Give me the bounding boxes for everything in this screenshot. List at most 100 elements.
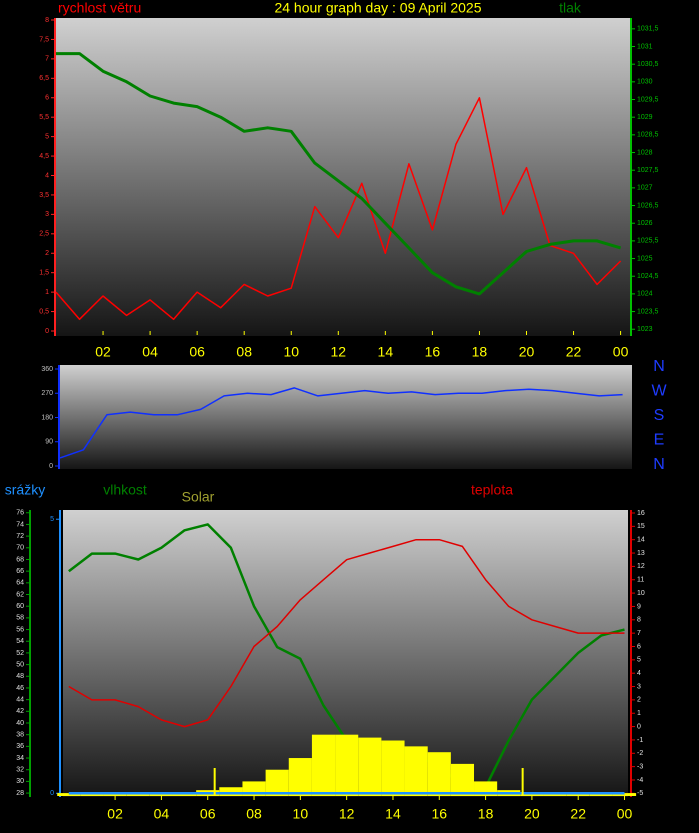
y-tick-label: -2 [637, 750, 643, 757]
y-tick-label: 7,5 [39, 36, 49, 43]
y-tick-label: 1028 [637, 149, 653, 156]
x-tick-label: 18 [472, 344, 488, 360]
series-label: vlhkost [103, 482, 147, 498]
x-tick-label: 08 [246, 806, 262, 822]
y-tick-label: 30 [16, 778, 24, 785]
y-tick-label: 2 [637, 697, 641, 704]
series-label: rychlost větru [58, 0, 141, 16]
y-tick-label: 3 [45, 211, 49, 218]
y-tick-label: 54 [16, 638, 24, 645]
y-tick-label: 6 [637, 643, 641, 650]
y-tick-label: 90 [45, 439, 53, 446]
bar [219, 787, 243, 796]
y-tick-label: 1031 [637, 43, 653, 50]
y-tick-label: 14 [637, 537, 645, 544]
x-tick-label: 18 [478, 806, 494, 822]
y-tick-label: 7 [45, 56, 49, 63]
series-line [59, 387, 623, 459]
y-tick-label: 32 [16, 767, 24, 774]
x-tick-label: 00 [613, 344, 629, 360]
x-tick-label: 08 [236, 344, 252, 360]
y-tick-label: 68 [16, 556, 24, 563]
y-tick-label: 58 [16, 615, 24, 622]
y-tick-label: 64 [16, 580, 24, 587]
compass-label: S [654, 407, 665, 424]
y-tick-label: 40 [16, 720, 24, 727]
y-tick-label: 1030,5 [637, 61, 659, 68]
y-tick-label: 5 [45, 133, 49, 140]
x-tick-label: 20 [524, 806, 540, 822]
x-tick-label: 16 [425, 344, 441, 360]
bar [381, 740, 405, 796]
y-tick-label: 1023,5 [637, 308, 659, 315]
x-tick-label: 00 [617, 806, 633, 822]
y-tick-label: 1027 [637, 185, 653, 192]
y-tick-label: 9 [637, 603, 641, 610]
y-tick-label: 360 [41, 366, 53, 373]
bar [288, 758, 312, 796]
compass-label: N [653, 456, 665, 473]
y-tick-label: -3 [637, 763, 643, 770]
bar [311, 734, 336, 796]
y-tick-label: 1028,5 [637, 132, 659, 139]
y-tick-label: 270 [41, 390, 53, 397]
y-tick-label: 8 [45, 17, 49, 24]
y-tick-label: 1 [637, 710, 641, 717]
compass-label: N [653, 358, 665, 375]
x-tick-label: 04 [142, 344, 158, 360]
series-line [56, 52, 622, 296]
y-tick-label: 4 [637, 670, 641, 677]
y-tick-label: 1025,5 [637, 238, 659, 245]
x-tick-label: 20 [519, 344, 535, 360]
x-tick-label: 02 [107, 806, 123, 822]
compass-label: W [651, 383, 667, 400]
y-tick-label: 44 [16, 696, 24, 703]
bar [450, 763, 475, 796]
y-tick-label: -4 [637, 777, 643, 784]
series-label: tlak [559, 0, 582, 16]
y-tick-label: 66 [16, 568, 24, 575]
y-tick-label: 0 [49, 463, 53, 470]
y-tick-label: 6,5 [39, 75, 49, 82]
x-tick-label: 06 [200, 806, 216, 822]
y-tick-label: 0 [45, 328, 49, 335]
y-tick-label: 1029 [637, 114, 653, 121]
y-tick-label: 16 [637, 510, 645, 517]
x-tick-label: 06 [189, 344, 205, 360]
y-tick-label: -1 [637, 737, 643, 744]
y-tick-label: 2,5 [39, 231, 49, 238]
y-tick-label: 1,5 [39, 270, 49, 277]
plot-background [60, 365, 632, 469]
plot-background [56, 18, 630, 336]
series-label: srážky [5, 482, 45, 498]
x-tick-label: 12 [331, 344, 347, 360]
y-tick-label: 50 [16, 661, 24, 668]
y-tick-label: 42 [16, 708, 24, 715]
bar [358, 737, 382, 796]
y-tick-label: 8 [637, 617, 641, 624]
y-tick-label: 1026,5 [637, 202, 659, 209]
y-tick-label: 2 [45, 250, 49, 257]
series-label: Solar [182, 489, 215, 505]
y-tick-label: 48 [16, 673, 24, 680]
y-tick-label: 1024,5 [637, 273, 659, 280]
y-tick-label: 11 [637, 577, 644, 584]
series-line [55, 97, 622, 321]
y-tick-label: 7 [637, 630, 641, 637]
y-tick-label: 70 [16, 545, 24, 552]
y-tick-label: 34 [16, 755, 24, 762]
y-tick-label: 1026 [637, 220, 653, 227]
compass-label: E [654, 432, 665, 449]
y-tick-label: 5 [50, 516, 54, 523]
y-tick-label: -5 [637, 790, 643, 797]
y-tick-label: 72 [16, 533, 24, 540]
x-tick-label: 16 [431, 806, 447, 822]
bar [265, 769, 289, 796]
series-line [68, 538, 625, 728]
y-tick-label: 5 [637, 657, 641, 664]
y-tick-label: 13 [637, 550, 645, 557]
y-tick-label: 56 [16, 626, 24, 633]
series-label: teplota [471, 482, 513, 498]
